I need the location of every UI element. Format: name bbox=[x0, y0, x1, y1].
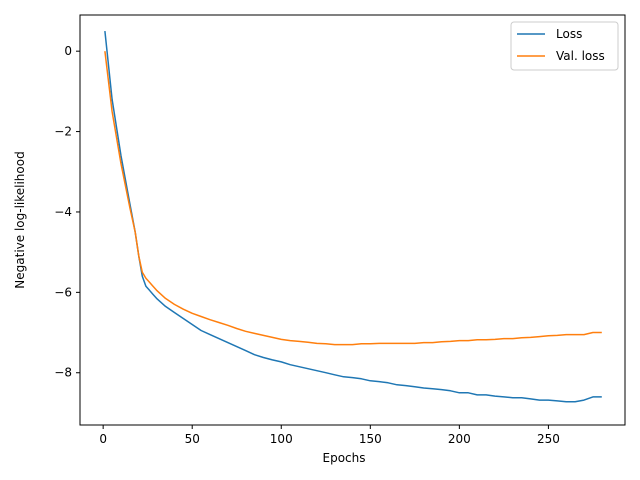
y-tick-label: −8 bbox=[54, 366, 72, 380]
x-tick-label: 100 bbox=[270, 432, 293, 446]
series-line-loss bbox=[104, 31, 602, 403]
x-axis-label: Epochs bbox=[323, 451, 366, 465]
y-tick-label: 0 bbox=[64, 44, 72, 58]
x-tick-label: 0 bbox=[99, 432, 107, 446]
legend-label-loss: Loss bbox=[556, 27, 582, 41]
legend: Loss Val. loss bbox=[510, 21, 619, 71]
plot-area bbox=[80, 15, 625, 425]
y-tick-label: −6 bbox=[54, 285, 72, 299]
x-tick-label: 200 bbox=[448, 432, 471, 446]
series-layer bbox=[104, 31, 602, 403]
series-line-val-loss bbox=[104, 51, 602, 346]
y-axis-label: Negative log-likelihood bbox=[13, 151, 27, 288]
x-tick-label: 250 bbox=[537, 432, 560, 446]
x-tick-label: 50 bbox=[185, 432, 200, 446]
x-tick-label: 150 bbox=[359, 432, 382, 446]
legend-label-val-loss: Val. loss bbox=[556, 49, 605, 63]
y-tick-label: −2 bbox=[54, 125, 72, 139]
ticks-layer: 0 50 100 150 200 250 0 −2 −4 −6 −8 bbox=[54, 44, 560, 446]
plot-frame bbox=[79, 14, 626, 426]
y-tick-label: −4 bbox=[54, 205, 72, 219]
